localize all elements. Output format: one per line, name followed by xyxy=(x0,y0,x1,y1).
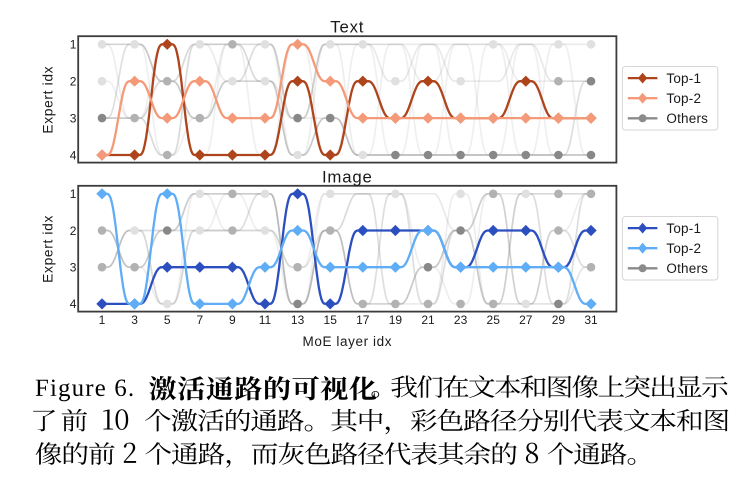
svg-text:29: 29 xyxy=(552,313,566,327)
svg-text:Others: Others xyxy=(666,111,708,126)
svg-text:21: 21 xyxy=(421,313,435,327)
svg-text:17: 17 xyxy=(356,313,370,327)
svg-text:7: 7 xyxy=(196,313,203,327)
svg-text:Top-1: Top-1 xyxy=(666,71,701,86)
svg-text:5: 5 xyxy=(164,313,171,327)
svg-text:Expert idx: Expert idx xyxy=(40,66,55,134)
svg-text:Expert idx: Expert idx xyxy=(40,215,55,283)
svg-text:2: 2 xyxy=(70,224,77,238)
svg-text:25: 25 xyxy=(487,313,501,327)
svg-text:31: 31 xyxy=(584,313,598,327)
svg-text:4: 4 xyxy=(70,148,77,162)
svg-text:3: 3 xyxy=(131,313,138,327)
svg-text:27: 27 xyxy=(519,313,533,327)
svg-text:1: 1 xyxy=(70,187,77,201)
svg-text:4: 4 xyxy=(70,297,77,311)
svg-text:15: 15 xyxy=(324,313,338,327)
svg-text:3: 3 xyxy=(70,111,77,125)
svg-text:Text: Text xyxy=(330,18,364,37)
svg-text:9: 9 xyxy=(229,313,236,327)
svg-text:1: 1 xyxy=(70,38,77,52)
svg-text:Top-1: Top-1 xyxy=(666,221,701,236)
svg-text:23: 23 xyxy=(454,313,468,327)
svg-text:Others: Others xyxy=(666,261,708,276)
svg-text:1: 1 xyxy=(99,313,106,327)
svg-text:MoE layer idx: MoE layer idx xyxy=(303,334,393,349)
svg-text:Image: Image xyxy=(322,167,373,186)
svg-text:11: 11 xyxy=(259,313,272,327)
svg-text:3: 3 xyxy=(70,261,77,275)
svg-text:2: 2 xyxy=(70,75,77,89)
svg-text:19: 19 xyxy=(389,313,403,327)
svg-text:Top-2: Top-2 xyxy=(666,241,701,256)
svg-text:Top-2: Top-2 xyxy=(666,91,701,106)
svg-text:13: 13 xyxy=(291,313,305,327)
